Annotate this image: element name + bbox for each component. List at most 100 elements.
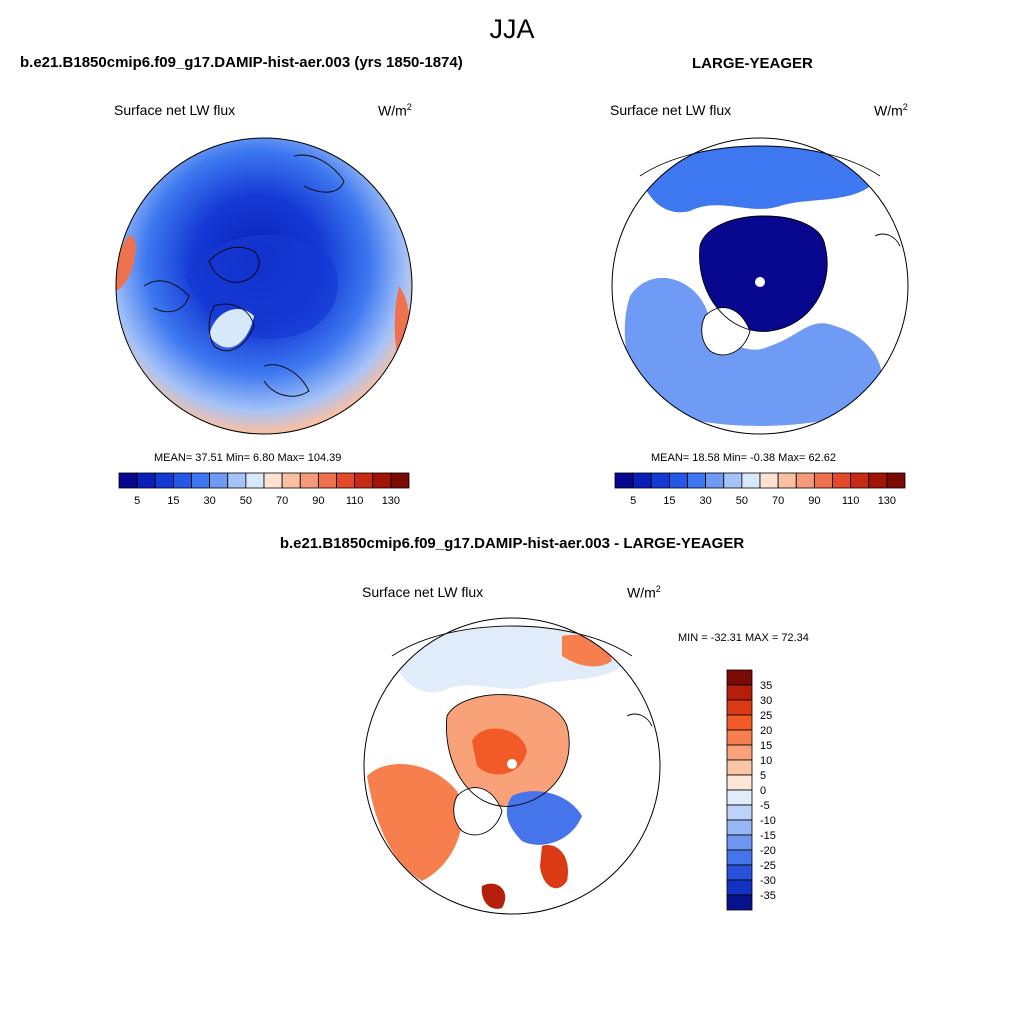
panel-2-colorbar-tick-label: 90 <box>808 495 820 507</box>
panel-3-colorbar-swatch <box>726 759 753 776</box>
panel-3-colorbar-tick-label: 15 <box>760 740 772 752</box>
panel-1-colorbar: 5 15 30 50 70 90 110 130 <box>118 472 410 507</box>
panel-3-colorbar-swatch <box>726 744 753 761</box>
panel-2-colorbar-swatch <box>886 472 906 489</box>
panel-2-arctic-ocean-field <box>699 216 828 332</box>
panel-1-colorbar-swatch <box>154 472 174 489</box>
panel-3-colorbar-swatch <box>726 864 753 881</box>
panel-2-colorbar-swatch <box>650 472 670 489</box>
panel-3-colorbar-swatch <box>726 699 753 716</box>
panel-3-warm-region <box>540 845 568 889</box>
panel-2-colorbar: 5 15 30 50 70 90 110 130 <box>614 472 906 507</box>
panel-3-colorbar-tick-label: -25 <box>760 860 776 872</box>
panel-2-colorbar-swatch <box>741 472 761 489</box>
panel-3-colorbar-tick-label: -5 <box>760 800 770 812</box>
panel-3-colorbar-tick-label: 35 <box>760 680 772 692</box>
panel-3-stats: MIN = -32.31 MAX = 72.34 <box>678 632 809 644</box>
panel-3-colorbar-swatch <box>726 669 753 686</box>
panel-1-colorbar-swatch <box>317 472 337 489</box>
panel-2-coastlines <box>639 145 901 356</box>
panel-3-colorbar-swatch <box>726 879 753 896</box>
panel-1-colorbar-swatch <box>191 472 211 489</box>
panel-2-units: W/m2 <box>874 102 908 119</box>
panel-3-colorbar-swatch <box>726 804 753 821</box>
panel-1-warm-region <box>116 235 136 291</box>
panel-2-colorbar-swatch <box>687 472 707 489</box>
panel-2-colorbar-tick-label: 50 <box>736 495 748 507</box>
panel-1-colorbar-swatch <box>336 472 356 489</box>
panel-1-colorbar-tick-label: 30 <box>204 495 216 507</box>
panel-3-colorbar-swatch <box>726 714 753 731</box>
panel-3-colorbar-tick-label: -15 <box>760 830 776 842</box>
panel-2-colorbar-swatch <box>632 472 652 489</box>
panel-1-colorbar-swatch <box>209 472 229 489</box>
panel-1-title: b.e21.B1850cmip6.f09_g17.DAMIP-hist-aer.… <box>20 54 463 71</box>
panel-3-polar-map <box>363 617 661 915</box>
panel-1-colorbar-swatch <box>245 472 265 489</box>
panel-2-colorbar-tick-label: 30 <box>700 495 712 507</box>
panel-3-colorbar-tick-label: 5 <box>760 770 766 782</box>
panel-2-colorbar-swatch <box>832 472 852 489</box>
panel-3-colorbar-tick-label: 0 <box>760 785 766 797</box>
panel-1-coastlines <box>143 154 345 397</box>
panel-2-title: LARGE-YEAGER <box>692 55 813 72</box>
panel-3-colorbar-tick-label: -35 <box>760 890 776 902</box>
panel-3-warm-region <box>481 883 506 909</box>
panel-1-greenland-region <box>209 308 254 348</box>
panel-1-colorbar-swatch <box>390 472 410 489</box>
panel-3-colorbar-tick-label: 30 <box>760 695 772 707</box>
panel-2-map-border <box>611 137 909 435</box>
panel-2-colorbar-tick-label: 130 <box>878 495 896 507</box>
panel-2-colorbar-swatch <box>868 472 888 489</box>
panel-3-colorbar-tick-label: -10 <box>760 815 776 827</box>
panel-1-colorbar-swatch <box>172 472 192 489</box>
panel-3-colorbar: 35 30 25 20 15 10 5 0 -5 -10 -15 -20 -25 -30 -35 <box>726 669 776 911</box>
panel-3-units: W/m2 <box>627 584 661 601</box>
panel-3-colorbar-swatch <box>726 684 753 701</box>
panel-1-colorbar-swatch <box>281 472 301 489</box>
panel-2-colorbar-tick-label: 110 <box>842 495 860 507</box>
panel-2-colorbar-swatch <box>850 472 870 489</box>
panel-1-colorbar-swatch <box>118 472 138 489</box>
panel-3-colorbar-swatch <box>726 729 753 746</box>
panel-1-colorbar-tick-label: 5 <box>134 495 140 507</box>
panel-3-colorbar-swatch <box>726 819 753 836</box>
panel-1-colorbar-tick-label: 70 <box>276 495 288 507</box>
panel-2-variable: Surface net LW flux <box>610 102 732 118</box>
panel-2-pole-hole <box>755 277 765 287</box>
panel-1-colorbar-swatch <box>227 472 247 489</box>
panel-2-colorbar-swatch <box>795 472 815 489</box>
panel-3-colorbar-tick-label: -20 <box>760 845 776 857</box>
panel-2-ocean-field <box>640 146 880 213</box>
panel-3-coastlines <box>391 625 653 836</box>
panel-3-greenland-mask <box>453 787 502 835</box>
panel-2-colorbar-swatch <box>614 472 634 489</box>
panel-1-colorbar-swatch <box>372 472 392 489</box>
panel-3-title: b.e21.B1850cmip6.f09_g17.DAMIP-hist-aer.… <box>279 535 745 552</box>
panel-2-stats: MEAN= 18.58 Min= -0.38 Max= 62.62 <box>651 452 836 464</box>
panel-3-atlantic-warm-field <box>367 764 463 881</box>
panel-1-stats: MEAN= 37.51 Min= 6.80 Max= 104.39 <box>154 452 342 464</box>
panel-2-colorbar-tick-label: 15 <box>663 495 675 507</box>
panel-3-colorbar-swatch <box>726 774 753 791</box>
panel-2-colorbar-tick-label: 5 <box>630 495 636 507</box>
panel-1-colorbar-swatch <box>263 472 283 489</box>
panel-3-pole-hole <box>507 759 517 769</box>
panel-3-variable: Surface net LW flux <box>362 584 484 600</box>
panel-1-polar-map <box>115 137 413 435</box>
panel-1-colorbar-swatch <box>299 472 319 489</box>
panel-2-colorbar-swatch <box>723 472 743 489</box>
panel-2-colorbar-swatch <box>705 472 725 489</box>
panel-3-colorbar-swatch <box>726 849 753 866</box>
panel-2-polar-map <box>611 137 909 435</box>
panel-3-colorbar-swatch <box>726 789 753 806</box>
panel-1-colorbar-tick-label: 50 <box>240 495 252 507</box>
panel-3-map-border <box>363 617 661 915</box>
panel-1-map-border <box>115 137 413 435</box>
panel-3-cold-region <box>506 791 582 845</box>
panel-1-colorbar-swatch <box>136 472 156 489</box>
panel-3-colorbar-swatch <box>726 834 753 851</box>
panel-1-units: W/m2 <box>378 102 412 119</box>
panel-2-atlantic-field <box>624 277 883 426</box>
panel-2-greenland-mask <box>701 307 750 355</box>
